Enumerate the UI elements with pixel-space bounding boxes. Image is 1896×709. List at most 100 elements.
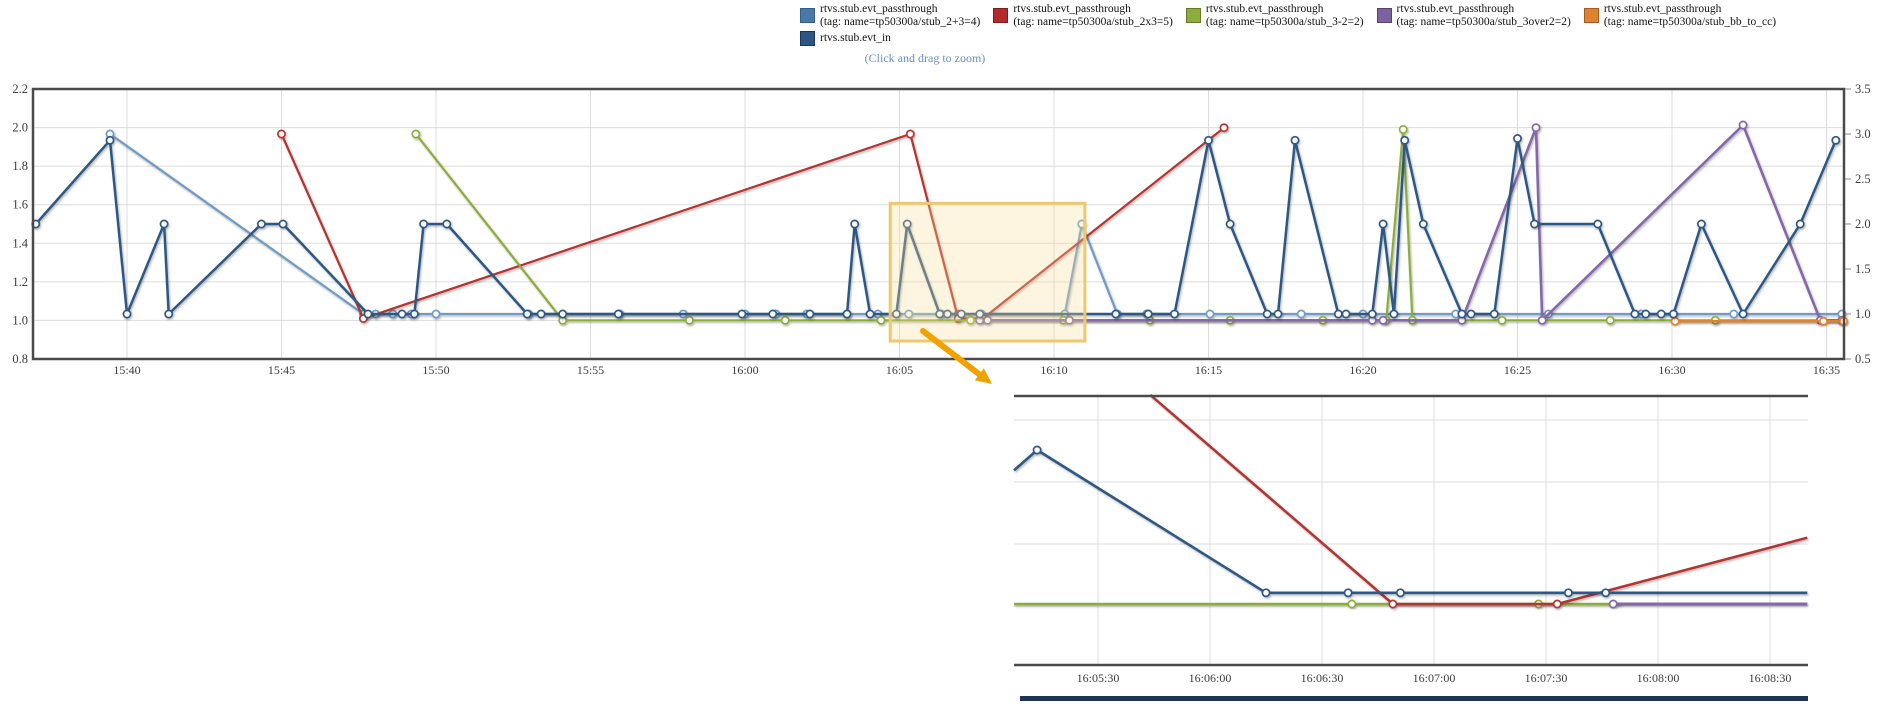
data-point-marker — [1738, 309, 1748, 319]
x-axis-tick-label: 15:40 — [113, 363, 140, 377]
data-point-marker — [1466, 309, 1476, 319]
legend-item-stub_2p3[interactable]: rtvs.stub.evt_passthrough (tag: name=tp50… — [800, 3, 980, 28]
legend-item-stub_2x3[interactable]: rtvs.stub.evt_passthrough (tag: name=tp50… — [993, 3, 1173, 28]
data-point-marker — [1669, 309, 1678, 319]
data-point-marker — [419, 219, 429, 229]
series-line-stub_2x3 — [280, 126, 1225, 320]
data-point-marker — [983, 315, 993, 325]
zoom-arrow-icon — [920, 328, 984, 379]
data-point-marker — [1378, 315, 1388, 325]
series-stub_2x3 — [1149, 393, 1808, 609]
y-left-tick-label: 2.2 — [12, 82, 28, 96]
data-point-marker — [902, 219, 912, 229]
legend-swatch-icon — [1185, 8, 1201, 23]
x-axis-tick-label: 16:30 — [1658, 363, 1685, 377]
data-point-marker — [1552, 599, 1562, 609]
main-chart: 15:40 15:45 15:50 15:55 16:00 16:05 16:10 16:15… — [12, 82, 1870, 377]
x-axis-tick-label: 16:15 — [1195, 363, 1222, 377]
data-point-marker — [1398, 125, 1408, 134]
legend-label: rtvs.stub.evt_passthrough (tag: name=tp50… — [820, 3, 981, 28]
y-right-tick-label: 3.0 — [1855, 127, 1871, 141]
series-evt_in — [31, 134, 1841, 319]
legend-item-evt_in[interactable]: rtvs.stub.evt_in — [800, 31, 891, 46]
data-point-marker — [1696, 219, 1706, 229]
data-point-marker — [1111, 309, 1121, 319]
data-point-marker — [1378, 219, 1388, 229]
data-point-marker — [159, 219, 169, 229]
data-point-marker — [805, 309, 815, 319]
data-point-marker — [1388, 599, 1398, 609]
data-point-marker — [865, 309, 875, 319]
data-point-marker — [1333, 309, 1343, 319]
x-axis-tick-label: 16:06:00 — [1189, 671, 1232, 685]
data-point-marker — [1497, 315, 1507, 325]
y-right-tick-label: 1.0 — [1855, 307, 1871, 321]
data-point-marker — [942, 309, 952, 319]
legend: rtvs.stub.evt_passthrough (tag: name=tp50… — [800, 3, 1789, 28]
series-stub_3m2 — [411, 125, 1847, 325]
data-point-marker — [1641, 309, 1651, 319]
data-point-marker — [1225, 219, 1235, 229]
data-point-marker — [905, 129, 915, 139]
x-axis-tick-label: 16:00 — [731, 363, 758, 377]
data-point-marker — [1170, 309, 1179, 319]
data-point-marker — [1601, 588, 1611, 598]
data-point-marker — [1563, 588, 1573, 598]
x-axis-tick-label: 16:08:30 — [1749, 671, 1792, 685]
data-point-marker — [1032, 445, 1042, 455]
data-point-marker — [1143, 309, 1153, 319]
data-point-marker — [780, 315, 790, 325]
legend-swatch-icon — [1583, 8, 1599, 23]
data-point-marker — [768, 309, 778, 319]
data-point-marker — [122, 309, 132, 319]
data-point-marker — [1347, 599, 1357, 609]
x-axis-tick-label: 16:07:30 — [1525, 671, 1568, 685]
x-axis-tick-label: 16:07:00 — [1413, 671, 1456, 685]
series-stub_bb_to_cc — [1670, 316, 1848, 326]
data-point-marker — [737, 309, 747, 319]
legend-item-stub_bb_to_cc[interactable]: rtvs.stub.evt_passthrough (tag: name=tp50… — [1583, 3, 1776, 28]
data-point-marker — [536, 309, 546, 319]
data-point-marker — [409, 309, 419, 319]
zoom-hint-text: (Click and drag to zoom) — [864, 51, 986, 65]
data-point-marker — [558, 309, 568, 319]
data-point-marker — [1418, 219, 1428, 229]
legend-label: rtvs.stub.evt_passthrough (tag: name=tp50… — [1396, 3, 1571, 28]
data-point-marker — [1818, 316, 1828, 326]
data-point-marker — [1670, 316, 1680, 326]
legend-item-stub_3over2[interactable]: rtvs.stub.evt_passthrough (tag: name=tp50… — [1376, 3, 1571, 28]
data-point-marker — [397, 309, 407, 319]
data-point-marker — [684, 315, 694, 325]
x-axis-tick-label: 15:55 — [577, 363, 604, 377]
x-axis-tick-label: 16:05 — [886, 363, 913, 377]
data-point-marker — [1219, 123, 1229, 133]
main-plot-area[interactable] — [31, 87, 1846, 361]
series-line-stub_2x3 — [1149, 393, 1808, 606]
data-point-marker — [1261, 588, 1271, 598]
data-point-marker — [1367, 309, 1377, 319]
data-point-marker — [842, 309, 852, 319]
x-axis-tick-label: 16:06:30 — [1301, 671, 1344, 685]
data-point-marker — [1262, 309, 1272, 319]
data-point-marker — [956, 309, 966, 319]
x-axis-tick-label: 16:20 — [1349, 363, 1376, 377]
legend-label: rtvs.stub.evt_passthrough (tag: name=tp50… — [1205, 3, 1364, 28]
x-axis-tick-label: 16:05:30 — [1077, 671, 1120, 685]
data-point-marker — [891, 309, 901, 319]
data-point-marker — [613, 309, 623, 319]
legend-label: rtvs.stub.evt_in — [820, 32, 891, 45]
legend-item-stub_3m2[interactable]: rtvs.stub.evt_passthrough (tag: name=tp50… — [1185, 3, 1364, 28]
data-point-marker — [1064, 315, 1074, 325]
data-point-marker — [1343, 588, 1353, 598]
legend-label: rtvs.stub.evt_passthrough (tag: name=tp50… — [1013, 3, 1173, 28]
series-evt_in — [1013, 445, 1808, 598]
detail-chart: 16:05:30 16:06:00 16:06:30 16:07:00 16:07:30… — [1013, 393, 1808, 685]
data-point-marker — [966, 315, 976, 325]
data-point-marker — [1531, 123, 1541, 133]
y-left-tick-label: 1.8 — [12, 159, 28, 173]
legend-row-2: rtvs.stub.evt_in — [800, 31, 904, 46]
data-point-marker — [411, 129, 421, 139]
series-stub_3over2 — [1608, 599, 1808, 609]
